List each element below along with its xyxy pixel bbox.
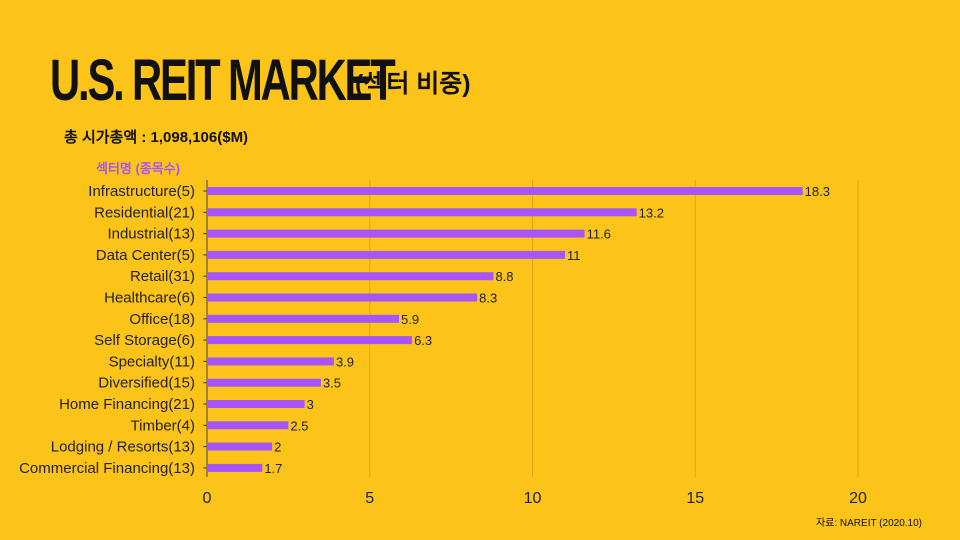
bar xyxy=(207,421,289,430)
value-label: 6.3 xyxy=(414,333,432,348)
category-axis-header: 섹터명 (종목수) xyxy=(96,161,181,176)
bar xyxy=(207,314,400,323)
total-market-cap: 총 시가총액 : 1,098,106($M) xyxy=(64,129,249,146)
category-label: Commercial Financing(13) xyxy=(19,460,195,477)
value-label: 2.5 xyxy=(290,418,308,433)
x-tick-label: 10 xyxy=(524,490,542,507)
value-label: 2 xyxy=(274,440,281,455)
value-label: 13.2 xyxy=(639,205,664,220)
category-label: Data Center(5) xyxy=(96,247,195,264)
bar xyxy=(207,293,478,302)
bar xyxy=(207,336,413,345)
value-label: 3.5 xyxy=(323,376,341,391)
category-label: Diversified(15) xyxy=(98,375,195,392)
x-tick-label: 20 xyxy=(849,490,867,507)
category-label: Retail(31) xyxy=(130,268,195,285)
category-label: Industrial(13) xyxy=(107,226,195,243)
value-label: 11 xyxy=(567,248,581,263)
bar xyxy=(207,187,803,195)
bar xyxy=(207,250,566,259)
category-label: Infrastructure(5) xyxy=(88,183,195,200)
bar xyxy=(207,357,334,366)
x-tick-label: 15 xyxy=(686,490,704,507)
category-label: Home Financing(21) xyxy=(59,396,195,413)
category-label: Specialty(11) xyxy=(109,353,195,370)
value-label: 18.3 xyxy=(805,184,830,199)
value-label: 8.8 xyxy=(495,269,513,284)
bar xyxy=(207,463,263,472)
category-label: Healthcare(6) xyxy=(104,290,195,307)
category-label: Timber(4) xyxy=(131,417,195,434)
x-tick-label: 5 xyxy=(365,490,374,507)
value-label: 8.3 xyxy=(479,291,497,306)
value-label: 1.7 xyxy=(264,461,282,476)
category-label: Lodging / Resorts(13) xyxy=(51,439,195,456)
page-subtitle: (섹터 비중) xyxy=(355,70,471,98)
bar xyxy=(207,378,321,387)
value-label: 5.9 xyxy=(401,312,419,327)
bar xyxy=(207,272,494,281)
category-label: Self Storage(6) xyxy=(94,332,195,349)
value-label: 3 xyxy=(307,397,314,412)
bar xyxy=(207,400,305,408)
bar xyxy=(207,442,273,451)
bar xyxy=(207,229,585,238)
value-label: 11.6 xyxy=(587,227,611,242)
category-label: Office(18) xyxy=(129,311,195,328)
bar xyxy=(207,208,637,217)
value-label: 3.9 xyxy=(336,354,354,369)
page-title: U.S. REIT MARKET xyxy=(50,48,396,113)
source-note: 자료: NAREIT (2020.10) xyxy=(815,518,922,529)
category-label: Residential(21) xyxy=(94,204,195,221)
x-tick-label: 0 xyxy=(203,490,212,507)
